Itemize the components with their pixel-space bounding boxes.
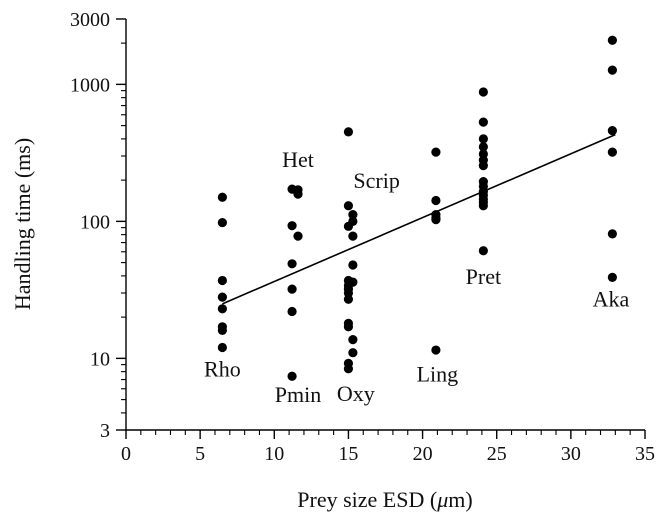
- data-point: [287, 371, 297, 381]
- group-label: Scrip: [353, 168, 399, 193]
- group-label: Ling: [417, 361, 459, 386]
- x-axis-title-unit: μ: [436, 487, 448, 512]
- data-point: [348, 231, 358, 241]
- group-label: Aka: [593, 286, 630, 311]
- data-point: [431, 345, 441, 355]
- x-tick-label: 30: [561, 443, 581, 465]
- group-label: Rho: [204, 356, 241, 381]
- data-point: [348, 210, 358, 220]
- data-point: [431, 215, 441, 225]
- data-point: [607, 65, 617, 75]
- regression-fit-line: [222, 133, 616, 305]
- x-tick-label: 10: [264, 443, 284, 465]
- x-tick-label: 15: [338, 443, 358, 465]
- data-point: [478, 134, 488, 144]
- data-point: [348, 335, 358, 345]
- data-point: [343, 221, 354, 231]
- x-tick-label: 35: [635, 443, 655, 465]
- data-point: [607, 229, 617, 239]
- data-point: [343, 294, 354, 304]
- data-point: [217, 292, 227, 302]
- major-ticks: [116, 18, 646, 439]
- data-point: [478, 201, 488, 211]
- data-point: [348, 348, 358, 358]
- x-tick-label: 5: [195, 443, 205, 465]
- data-point: [607, 125, 617, 136]
- x-axis-title-text: Prey size ESD (: [297, 487, 437, 512]
- data-point: [431, 147, 441, 157]
- data-points: [217, 35, 617, 381]
- x-axis-title: Prey size ESD (μm): [297, 487, 472, 512]
- minor-ticks: [121, 42, 631, 435]
- group-label: Het: [282, 147, 314, 172]
- data-point: [343, 364, 354, 374]
- x-axis-title-suffix: m): [448, 487, 472, 512]
- data-point: [217, 275, 227, 286]
- data-point: [478, 161, 488, 171]
- data-point: [217, 217, 227, 228]
- x-tick-label: 25: [487, 443, 507, 465]
- data-point: [607, 272, 617, 282]
- data-point: [293, 231, 303, 241]
- data-point: [478, 246, 488, 256]
- data-point: [478, 142, 488, 152]
- data-point: [478, 87, 488, 97]
- y-tick-label: 3000: [70, 9, 110, 31]
- group-label: Pmin: [275, 382, 321, 407]
- data-point: [607, 35, 617, 45]
- data-point: [287, 306, 297, 317]
- group-label: Oxy: [337, 381, 375, 406]
- data-point: [217, 342, 227, 353]
- prey-group-labels: Rho Het Pmin Oxy Scrip Ling Pret Aka: [204, 147, 629, 407]
- y-tick-label: 1000: [70, 74, 110, 96]
- y-tick-label: 3: [100, 420, 110, 442]
- data-point: [343, 127, 354, 137]
- data-point: [217, 325, 227, 336]
- y-tick-label: 10: [90, 348, 110, 370]
- y-axis-title: Handling time (ms): [10, 138, 35, 310]
- data-point: [287, 259, 297, 269]
- x-tick-label: 20: [413, 443, 433, 465]
- data-point: [431, 195, 441, 206]
- data-point: [343, 322, 354, 332]
- data-point: [217, 304, 227, 314]
- y-tick-label: 100: [80, 211, 110, 233]
- data-point: [348, 260, 358, 270]
- data-point: [343, 201, 354, 211]
- tick-labels: 0 5 10 15 20 25 30 35 3 10 100 1000 3000: [70, 9, 655, 465]
- x-tick-label: 0: [121, 443, 131, 465]
- data-point: [293, 189, 303, 199]
- data-point: [217, 192, 227, 202]
- group-label: Pret: [466, 264, 501, 289]
- data-point: [287, 284, 297, 294]
- data-point: [607, 147, 617, 157]
- data-point: [287, 221, 297, 231]
- data-point: [478, 117, 488, 127]
